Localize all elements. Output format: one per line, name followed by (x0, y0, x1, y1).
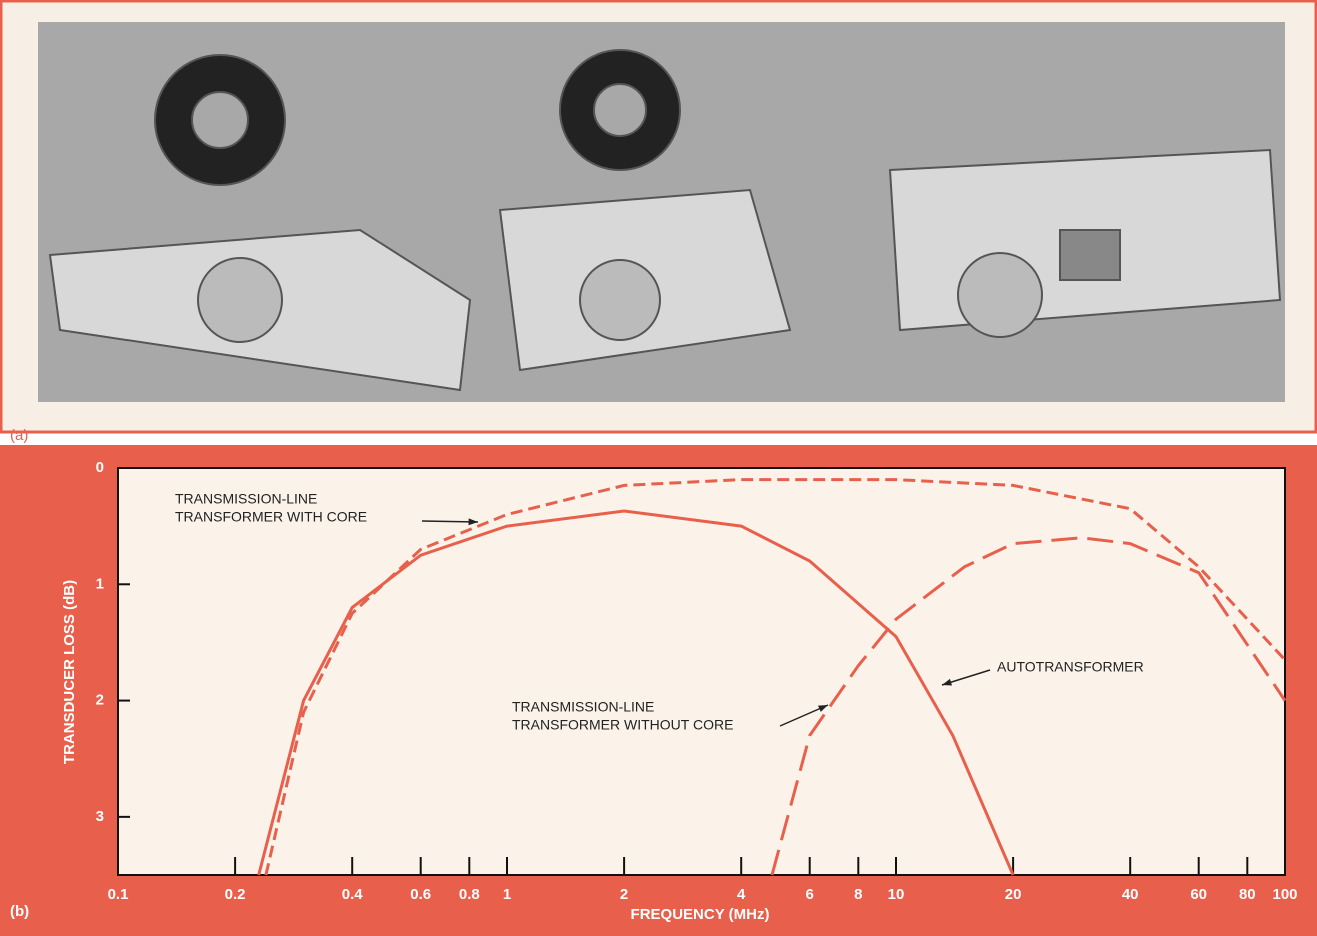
x-tick-label: 60 (1190, 886, 1207, 903)
y-tick-label: 2 (96, 692, 104, 709)
x-tick-label: 0.4 (342, 886, 364, 903)
arrow-head (468, 518, 478, 526)
x-tick-label: 10 (888, 886, 905, 903)
line (257, 509, 1015, 876)
x-tick-label: 20 (1005, 886, 1022, 903)
x-tick-label: 40 (1122, 886, 1139, 903)
x-tick-label: 80 (1239, 886, 1256, 903)
connector (197, 257, 283, 343)
annotation: TRANSMISSION-LINE (512, 699, 654, 715)
x-tick-label: 2 (620, 886, 628, 903)
x-tick-label: 0.1 (108, 886, 129, 903)
annotation: TRANSMISSION-LINE (175, 491, 317, 507)
plot-area (117, 467, 1286, 876)
coil (1059, 229, 1121, 281)
y-axis-title: TRANSDUCER LOSS (dB) (61, 580, 78, 764)
connector (579, 259, 661, 341)
x-tick-label: 0.6 (410, 886, 431, 903)
connector (957, 252, 1043, 338)
annotation: TRANSFORMER WITHOUT CORE (512, 717, 733, 733)
x-tick-label: 6 (806, 886, 814, 903)
panel-label: (b) (10, 903, 29, 920)
x-tick-label: 4 (737, 886, 746, 903)
x-tick-label: 1 (503, 886, 511, 903)
y-tick-label: 1 (96, 575, 104, 592)
photo-objects (48, 49, 1282, 392)
toroid-hole (593, 83, 647, 137)
arrow-head (942, 678, 952, 686)
panel-a-frame (0, 0, 1317, 434)
toroid-hole (191, 91, 249, 149)
y-tick-label: 3 (96, 808, 104, 825)
annotation: TRANSFORMER WITH CORE (175, 509, 367, 525)
panel-label: (a) (10, 427, 28, 444)
line (770, 536, 1287, 876)
line (264, 478, 1287, 876)
y-tick-label: 0 (96, 459, 104, 476)
x-tick-label: 0.8 (459, 886, 480, 903)
arrow-head (818, 705, 828, 712)
x-tick-label: 100 (1272, 886, 1297, 903)
x-tick-label: 8 (854, 886, 862, 903)
annotation: AUTOTRANSFORMER (997, 659, 1144, 675)
x-tick-label: 0.2 (225, 886, 246, 903)
x-axis-title: FREQUENCY (MHz) (631, 906, 770, 923)
